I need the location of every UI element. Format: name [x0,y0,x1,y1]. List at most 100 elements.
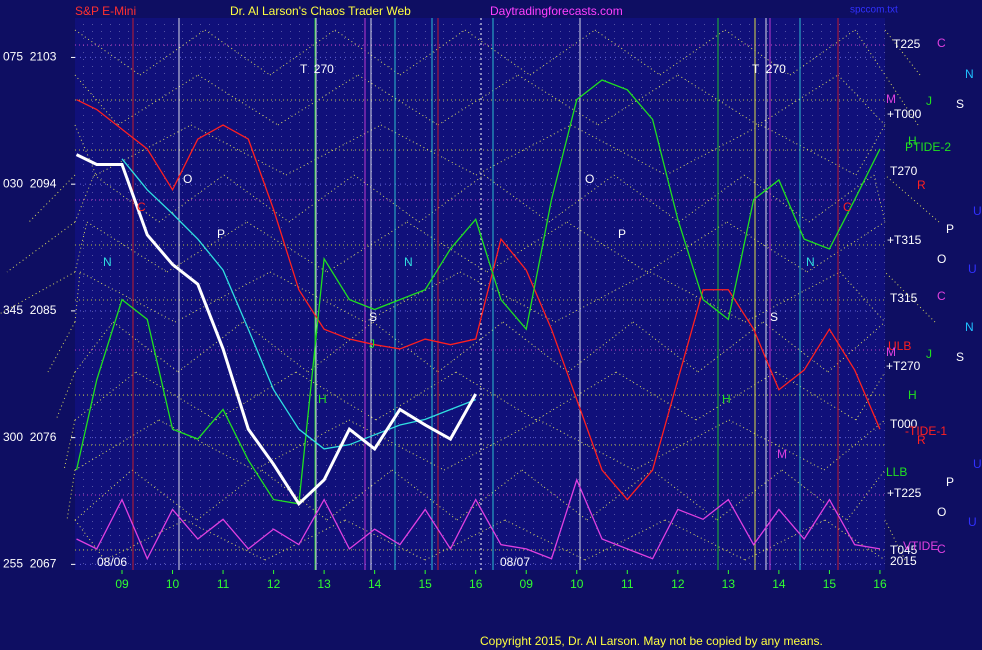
cycle-line [632,321,699,373]
annotation: T270 [890,164,918,178]
annotation: S [956,97,964,111]
annotation: P [946,222,954,236]
cycle-line [483,174,550,223]
x-tick-label: 11 [217,577,230,591]
annotation: T225 [893,37,921,51]
annotation: U [973,457,982,471]
cycle-line [716,469,783,521]
annotation: S [369,310,377,324]
annotation: +T315 [887,233,922,247]
annotation: H [908,388,917,402]
annotation: VTIDE [903,539,938,553]
annotation: M [886,92,896,106]
annotation: U [973,204,982,218]
annotation: H [318,392,327,406]
cycle-line [855,124,886,176]
annotation: LLB [886,465,907,479]
annotation: N [404,255,413,269]
chart-title: Dr. Al Larson's Chaos Trader Web [230,4,411,18]
cycle-line [424,519,506,561]
annotation: J [369,337,375,351]
cycle-line [223,174,290,223]
cycle-line [74,419,160,471]
cycle-line [839,271,886,323]
x-tick-label: 11 [621,577,634,591]
annotation: T 270 [300,62,334,76]
cycle-line [74,174,95,223]
x-tick-label: 10 [166,577,180,591]
cycle-line [74,271,81,323]
cycle-line [196,469,263,521]
cycle-line [344,519,426,561]
annotation: J [926,94,932,108]
annotation: O [183,172,192,186]
y-tick-label: 030 2094 [3,176,57,190]
annotation: T 270 [752,62,786,76]
cycle-line [66,469,76,521]
annotation: PTIDE-2 [905,140,951,154]
annotation: -TIDE-1 [905,424,947,438]
x-tick-label: 12 [671,577,685,591]
plot-texture [75,18,885,570]
cycle-line [697,321,764,373]
cycle-line [437,321,504,373]
x-tick-label: 15 [418,577,432,591]
cycle-line [613,174,680,223]
x-tick-label: 13 [722,577,736,591]
annotation: H [908,134,917,148]
annotation: M [777,447,787,461]
cycle-line [55,371,76,421]
annotation: +T225 [887,486,922,500]
cycle-line [74,221,88,273]
cycle-line [74,371,137,421]
cycle-line [63,419,76,471]
annotation: +T270 [886,359,921,373]
file-name: spccom.txt [850,5,898,16]
annotation: U [968,515,977,529]
annotation: N [965,67,974,81]
cycle-line [664,519,746,561]
annotation: S [770,310,778,324]
annotation: C [937,542,946,556]
cycle-line [177,321,244,373]
cycle-line [158,174,225,223]
annotation: ULB [888,339,911,353]
cycle-line [651,469,718,521]
cycle-line [586,469,653,521]
cycle-line [74,469,133,521]
annotation: +T000 [887,107,922,121]
annotation: M [886,345,896,359]
annotation: O [937,505,946,519]
cycle-line [567,321,634,373]
series-line [75,153,478,507]
annotation: C [137,200,146,214]
cycle-line [521,469,588,521]
annotation: R [917,433,926,447]
cycle-line [28,174,76,223]
x-tick-label: 15 [823,577,837,591]
annotation: C [843,200,852,214]
annotation: S [956,350,964,364]
cycle-line [391,469,458,521]
annotation: N [965,320,974,334]
cycle-line [184,519,266,561]
cycle-line [873,174,886,223]
x-tick-label: 12 [267,577,281,591]
cycle-line [288,174,355,223]
decoration [0,18,940,570]
cycle-line [93,174,160,223]
annotation: T315 [890,291,918,305]
x-tick-label: 16 [469,577,483,591]
cycle-line [74,321,114,373]
cycle-line [584,519,666,561]
y-tick-label: 300 2076 [3,430,57,444]
x-tick-label: 09 [115,577,129,591]
annotation: C [937,289,946,303]
cycle-line [131,469,198,521]
annotation: T000 [890,417,918,431]
cycle-line [743,174,810,223]
cycle-line [744,519,826,561]
annotation: C [937,36,946,50]
annotation: O [937,252,946,266]
